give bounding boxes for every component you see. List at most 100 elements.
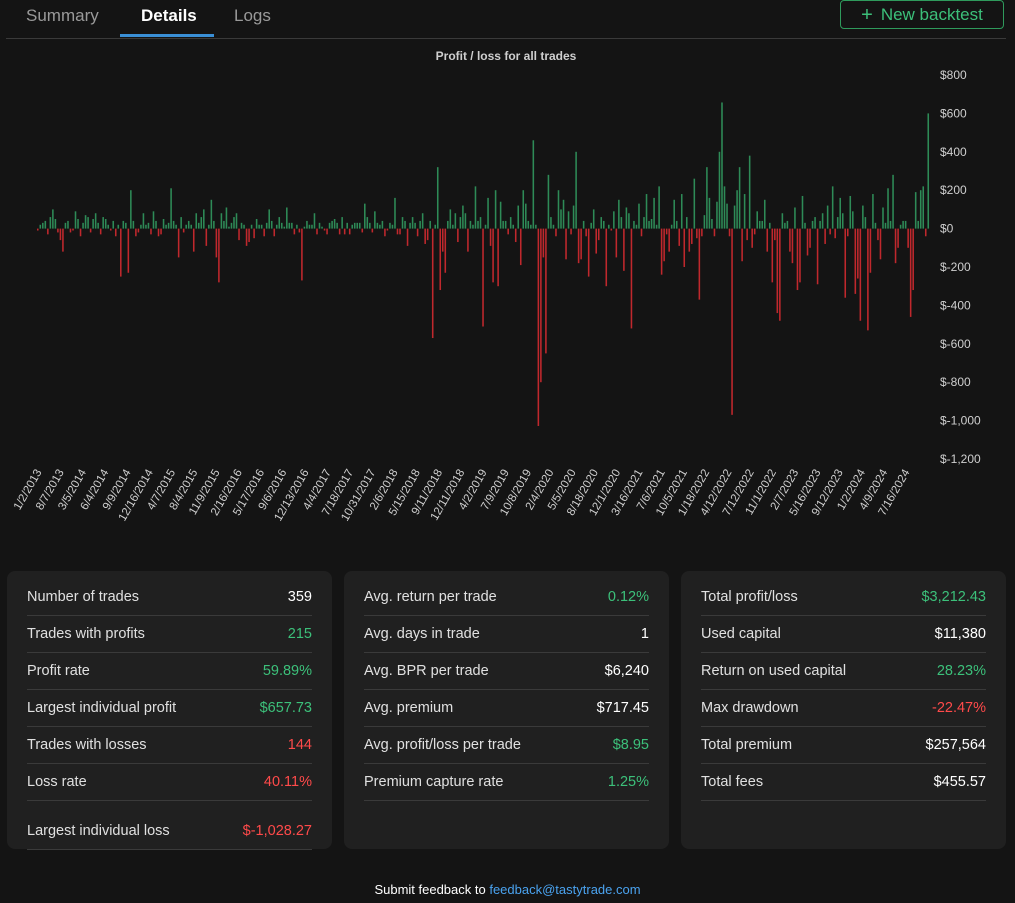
chart-bar [487, 197, 489, 229]
chart-bar [39, 224, 42, 229]
chart-bar [841, 213, 844, 229]
chart-bar [532, 140, 535, 229]
chart-bar [185, 224, 187, 229]
chart-bar [447, 220, 449, 229]
chart-bar [844, 228, 847, 298]
chart-bar [638, 203, 640, 229]
new-backtest-button[interactable]: + New backtest [840, 0, 1004, 29]
chart-bar [701, 228, 703, 237]
chart-bar [595, 228, 597, 254]
chart-bar [718, 151, 721, 229]
chart-bar [338, 228, 341, 235]
chart-bar [44, 220, 47, 229]
chart-bar [62, 228, 64, 252]
chart-bar [736, 190, 738, 229]
chart-bar [270, 220, 273, 229]
chart-bar [132, 220, 135, 229]
chart-bar [796, 228, 799, 291]
feedback-email-link[interactable]: feedback@tastytrade.com [489, 882, 641, 897]
chart-bar [263, 228, 265, 237]
chart-bar [653, 197, 655, 229]
chart-bar [248, 228, 250, 243]
chart-bar [152, 211, 155, 229]
chart-bar [927, 113, 930, 229]
stat-row: Profit rate 59.89% [27, 653, 312, 690]
chart-bar [49, 217, 52, 229]
chart-bar [230, 222, 233, 229]
chart-bar [306, 220, 308, 229]
chart-bar [260, 224, 263, 229]
chart-bar [172, 220, 175, 229]
chart-bar [703, 215, 706, 229]
chart-bar [268, 209, 270, 229]
chart-bar [502, 220, 504, 229]
chart-bar [366, 217, 369, 229]
chart-bar [582, 220, 585, 229]
stat-value: $6,240 [604, 663, 649, 679]
stat-row: Used capital $11,380 [701, 616, 986, 653]
chart-bar [821, 213, 824, 229]
chart-bar [892, 174, 894, 229]
chart-bar [711, 219, 713, 229]
chart-bar [781, 213, 784, 229]
tab-bar: Summary Details Logs [6, 0, 1006, 39]
chart-bar [218, 228, 220, 283]
chart-bar [160, 228, 162, 235]
chart-bar [94, 213, 97, 229]
stat-value: 28.23% [936, 663, 986, 679]
chart-bar [909, 228, 912, 317]
chart-bar [52, 209, 54, 229]
stat-label: Avg. return per trade [364, 589, 497, 605]
chart-bar [346, 222, 348, 229]
chart-bar [331, 220, 333, 229]
chart-bar [273, 228, 276, 237]
stat-row: Avg. return per trade 0.12% [364, 579, 649, 616]
chart-bar [464, 213, 467, 229]
chart-bar [537, 228, 540, 426]
chart-bar [557, 190, 560, 229]
chart-bar [648, 220, 650, 229]
feedback-footer: Submit feedback to feedback@tastytrade.c… [0, 882, 1015, 897]
chart-bar [560, 209, 562, 229]
y-tick-label: $-800 [940, 375, 971, 389]
chart-bar [738, 167, 741, 229]
chart-bar [836, 217, 839, 229]
chart-bar [449, 209, 452, 229]
chart-bar [281, 222, 283, 229]
chart-bar [660, 228, 663, 275]
stat-row: Largest individual profit $657.73 [27, 690, 312, 727]
chart-bar [200, 217, 203, 229]
stat-label: Max drawdown [701, 700, 799, 716]
chart-bar [97, 222, 99, 229]
stat-value: 1.25% [607, 774, 649, 790]
chart-bar [613, 211, 615, 229]
chart-bar [358, 222, 361, 229]
chart-bar [771, 228, 774, 283]
chart-bar [343, 228, 346, 235]
chart-bar [686, 217, 688, 229]
chart-bar [303, 226, 306, 229]
stat-value: 359 [287, 589, 312, 605]
chart-bar [54, 219, 57, 229]
tab-logs[interactable]: Logs [234, 6, 271, 25]
stat-row: Number of trades 359 [27, 579, 312, 616]
chart-bar [831, 186, 834, 229]
chart-bar [142, 213, 145, 229]
chart-bar [789, 228, 791, 252]
chart-bar [109, 228, 112, 231]
chart-bar [688, 228, 691, 252]
tab-details[interactable]: Details [141, 6, 197, 25]
chart-bar [293, 228, 296, 235]
stat-row: Return on used capital 28.23% [701, 653, 986, 690]
chart-bar [381, 220, 384, 229]
tab-summary[interactable]: Summary [26, 6, 99, 25]
stat-label: Avg. BPR per trade [364, 663, 489, 679]
chart-bar [114, 228, 117, 237]
chart-bar [542, 228, 545, 258]
chart-bar [235, 213, 238, 229]
chart-bar [37, 228, 39, 231]
stat-value: 0.12% [607, 589, 649, 605]
chart-bar [512, 224, 514, 229]
stat-value: -22.47% [931, 700, 986, 716]
chart-bar [482, 228, 484, 327]
